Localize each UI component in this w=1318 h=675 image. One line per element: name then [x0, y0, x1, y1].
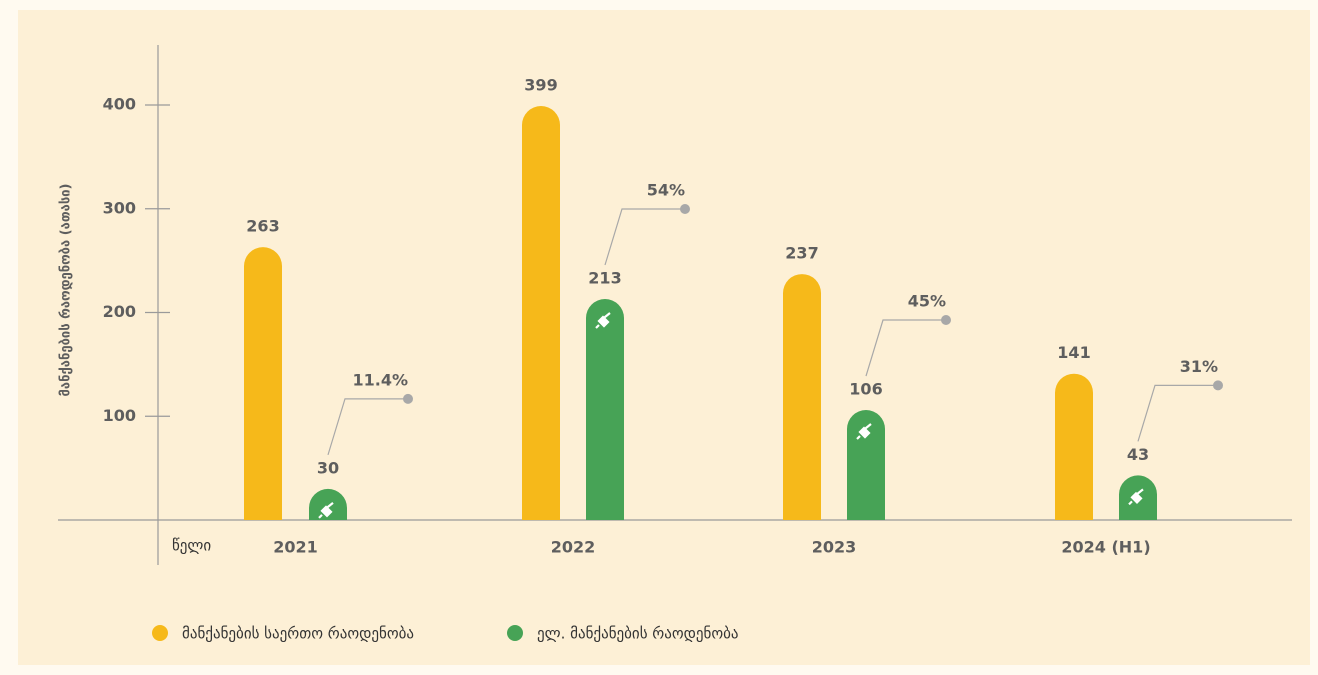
- y-tick-label: 300: [103, 198, 136, 217]
- callout-line: [1137, 384, 1218, 442]
- y-tick-label: 200: [103, 302, 136, 321]
- legend-swatch: [152, 625, 168, 641]
- bar: [244, 247, 282, 520]
- legend-label: ელ. მანქანების რაოდენობა: [537, 625, 739, 643]
- callout-dot: [1213, 380, 1223, 391]
- callout-line: [604, 208, 685, 266]
- x-tick-label: 2021: [273, 538, 318, 557]
- value-label: 263: [246, 217, 279, 236]
- legend-label: მანქანების საერთო რაოდენობა: [182, 625, 414, 643]
- plug-icon: [856, 423, 872, 440]
- y-axis-label: მანქანების რაოდენობა (ათასი): [59, 184, 74, 397]
- value-label: 30: [317, 458, 339, 477]
- legend-swatch: [507, 625, 523, 641]
- callout-dot: [941, 315, 951, 326]
- value-label: 399: [524, 76, 557, 95]
- x-tick-label: 2022: [551, 538, 596, 557]
- bar: [847, 410, 885, 520]
- bar: [309, 488, 347, 520]
- x-tick-label: 2023: [812, 538, 857, 557]
- value-label: 237: [785, 244, 818, 263]
- x-axis-label: წელი: [172, 537, 211, 555]
- y-tick-label: 400: [103, 95, 136, 114]
- callout-dot: [403, 393, 413, 404]
- bar: [522, 106, 560, 520]
- value-label: 141: [1057, 343, 1090, 362]
- value-label: 106: [849, 380, 882, 399]
- value-label: 213: [588, 269, 621, 288]
- share-label: 54%: [647, 181, 685, 200]
- value-label: 43: [1127, 445, 1149, 464]
- panel: [18, 10, 1310, 665]
- plug-icon: [318, 502, 334, 519]
- share-label: 45%: [908, 292, 946, 311]
- bar: [1055, 373, 1093, 520]
- bar: [586, 299, 624, 520]
- plug-icon: [595, 312, 611, 329]
- plug-icon: [1128, 488, 1144, 506]
- callout-line: [865, 319, 946, 377]
- callout-dot: [680, 204, 690, 215]
- callout-line: [327, 398, 408, 456]
- share-label: 11.4%: [352, 370, 408, 389]
- bar: [783, 274, 821, 520]
- y-tick-label: 100: [103, 406, 136, 425]
- share-label: 31%: [1180, 357, 1218, 376]
- x-tick-label: 2024 (H1): [1061, 538, 1150, 557]
